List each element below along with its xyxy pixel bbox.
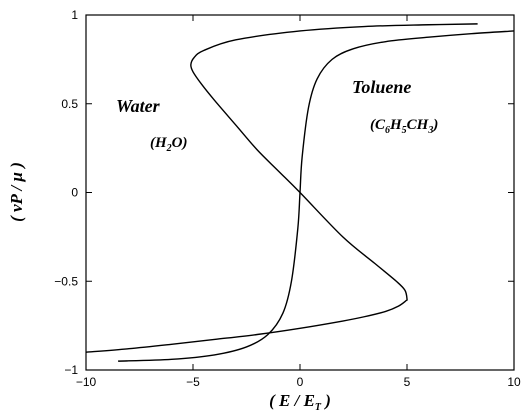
series-line-toluene xyxy=(118,31,514,361)
series-label-water: Water xyxy=(116,96,161,116)
series-formula-toluene: (C6H5CH3) xyxy=(370,117,438,136)
y-tick-label: 0 xyxy=(71,186,78,200)
y-tick-label: 0.5 xyxy=(61,97,78,111)
x-tick-label: 0 xyxy=(297,375,304,389)
y-axis-title: ( νP / μ ) xyxy=(7,162,26,222)
y-tick-label: 1 xyxy=(71,8,78,22)
x-tick-label: −5 xyxy=(186,375,200,389)
series-formula-water: (H2O) xyxy=(150,135,188,154)
series-lines xyxy=(86,24,514,361)
tick-labels: −10 −5 0 5 10 −1 −0.5 0 0.5 1 xyxy=(54,8,521,389)
y-tick-label: −0.5 xyxy=(54,274,78,288)
x-tick-label: 5 xyxy=(404,375,411,389)
x-axis-title: ( E / ET ) xyxy=(269,391,331,412)
series-line-water xyxy=(86,24,478,352)
x-tick-label: 10 xyxy=(507,375,521,389)
x-tick-label: −10 xyxy=(76,375,97,389)
series-label-toluene: Toluene xyxy=(352,77,411,97)
y-tick-label: −1 xyxy=(64,363,78,377)
